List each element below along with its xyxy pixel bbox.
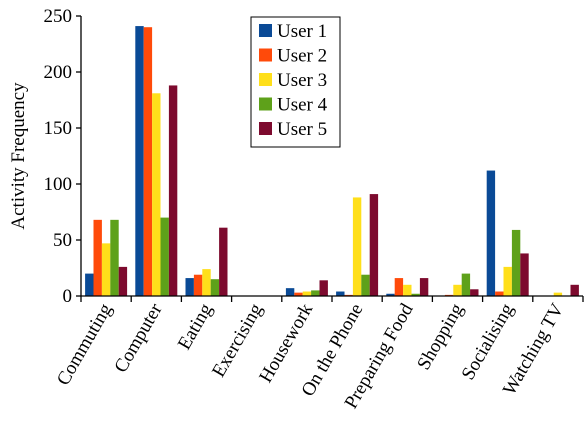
legend-label: User 1 xyxy=(277,21,327,42)
bar xyxy=(453,284,462,296)
bar xyxy=(461,273,471,296)
bar xyxy=(511,229,521,296)
bar xyxy=(403,284,412,296)
y-tick-label: 0 xyxy=(63,286,73,307)
bar xyxy=(110,219,119,296)
legend-label: User 4 xyxy=(277,95,328,116)
bar xyxy=(93,219,102,296)
legend-label: User 5 xyxy=(277,119,327,140)
y-tick-label: 150 xyxy=(44,118,73,139)
bar xyxy=(101,243,111,296)
y-tick-label: 250 xyxy=(44,6,73,27)
bar xyxy=(219,227,228,296)
x-tick-label: Commuting xyxy=(53,300,117,390)
bar xyxy=(411,293,420,296)
bar xyxy=(202,269,211,296)
legend-label: User 2 xyxy=(277,46,327,67)
bar xyxy=(369,194,379,296)
x-tick-label: Shopping xyxy=(413,300,468,374)
y-tick-label: 200 xyxy=(44,62,73,83)
bar xyxy=(394,278,404,296)
bar xyxy=(85,273,94,296)
bar xyxy=(168,85,178,296)
bar xyxy=(495,291,504,296)
legend-swatch xyxy=(259,73,272,86)
bar xyxy=(352,197,362,296)
bar xyxy=(135,26,144,297)
bar xyxy=(503,266,512,296)
legend: User 1 User 2 User 3 User 4 User 5 xyxy=(250,16,341,148)
bar xyxy=(294,292,303,296)
bar xyxy=(285,288,295,296)
bar xyxy=(319,280,328,296)
y-tick-label: 100 xyxy=(44,174,73,195)
x-tick-label: Eating xyxy=(174,300,217,354)
bar xyxy=(419,278,429,296)
bar xyxy=(185,278,194,296)
bar xyxy=(193,274,203,296)
bar xyxy=(160,217,169,296)
bar xyxy=(152,93,161,296)
x-tick-label: Computer xyxy=(110,299,167,376)
bar xyxy=(520,253,529,296)
legend-swatch xyxy=(259,122,272,135)
legend-swatch xyxy=(259,24,272,37)
y-tick-label: 50 xyxy=(53,230,72,251)
bar xyxy=(553,292,563,296)
y-axis-label: Activity Frequency xyxy=(8,82,29,230)
bar xyxy=(143,27,153,296)
legend-swatch xyxy=(259,97,272,111)
bar xyxy=(118,266,128,296)
bar xyxy=(210,279,220,296)
bar xyxy=(386,293,395,296)
bar xyxy=(486,170,496,296)
legend-swatch xyxy=(259,48,272,62)
bar xyxy=(302,291,312,296)
bars-layer xyxy=(85,26,579,297)
bar xyxy=(361,274,370,296)
bar xyxy=(311,290,320,296)
legend-label: User 3 xyxy=(277,70,327,91)
bar xyxy=(570,284,579,296)
bar xyxy=(470,289,479,296)
bar xyxy=(336,291,345,296)
